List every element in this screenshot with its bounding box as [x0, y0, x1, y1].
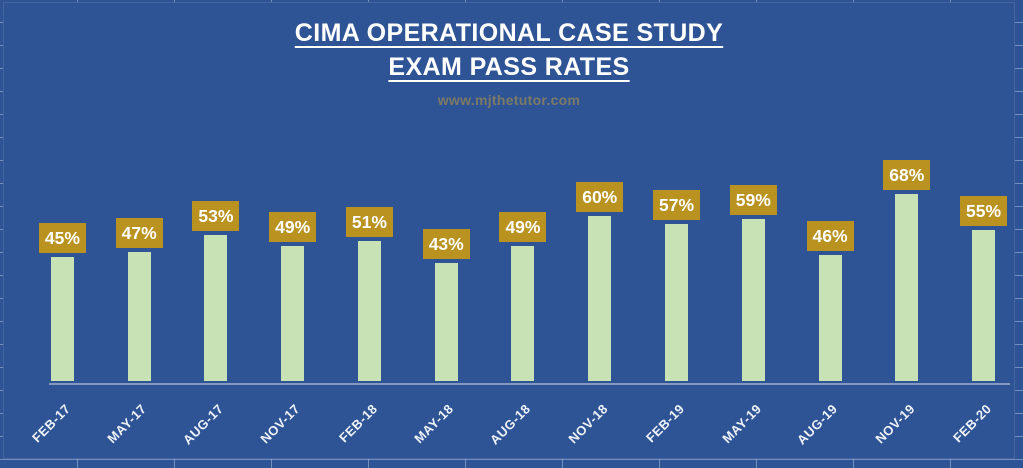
bar-data-label: 53%	[192, 201, 240, 232]
x-axis-line	[49, 383, 1010, 385]
bar	[741, 218, 765, 381]
bar-data-label: 60%	[576, 182, 624, 212]
category-slot: MAY-17	[101, 387, 178, 457]
bars-row: 45% 47% 53% 49% 51% 43% 49% 60% 57% 59% 46% 68% 55%	[24, 160, 1022, 381]
bar-group: 47%	[101, 181, 178, 381]
bar	[511, 246, 535, 381]
chart-title-line2: EXAM PASS RATES	[388, 53, 630, 81]
bar-data-label: 55%	[960, 195, 1008, 226]
category-label: MAY-19	[718, 401, 764, 447]
plot-area: 45% 47% 53% 49% 51% 43% 49% 60% 57% 59% 46% 68% 55% …	[4, 3, 1014, 458]
category-label: NOV-18	[564, 401, 611, 447]
bar-group: 53%	[178, 181, 255, 381]
bar-group: 57%	[638, 181, 715, 381]
bar-group: 45%	[24, 181, 101, 381]
bar-group: 59%	[715, 181, 792, 381]
bar	[281, 246, 305, 381]
category-label: NOV-19	[871, 401, 918, 447]
bar-data-label: 46%	[806, 220, 854, 251]
category-slot: AUG-18	[485, 387, 562, 457]
bar	[127, 251, 151, 381]
bar-data-label: 43%	[422, 228, 470, 259]
bar-group: 49%	[254, 181, 331, 381]
category-slot: FEB-20	[945, 387, 1022, 457]
category-slot: AUG-19	[792, 387, 869, 457]
bar	[588, 216, 612, 381]
bar	[818, 254, 842, 381]
chart-title-line1: CIMA OPERATIONAL CASE STUDY	[294, 19, 724, 47]
category-slot: MAY-18	[408, 387, 485, 457]
bar-data-label: 49%	[499, 212, 547, 243]
category-slot: FEB-17	[24, 387, 101, 457]
category-label: AUG-19	[794, 401, 841, 448]
chart-title: CIMA OPERATIONAL CASE STUDY EXAM PASS RA…	[4, 16, 1014, 84]
category-slot: MAY-19	[715, 387, 792, 457]
category-slot: NOV-17	[254, 387, 331, 457]
bar	[434, 262, 458, 381]
bar-data-label: 68%	[883, 160, 931, 190]
category-label: AUG-18	[487, 401, 534, 448]
category-slot: FEB-18	[331, 387, 408, 457]
bar	[357, 240, 381, 381]
category-slot: AUG-17	[178, 387, 255, 457]
category-label: NOV-17	[257, 401, 304, 447]
bar-data-label: 49%	[269, 212, 317, 243]
bar-group: 51%	[331, 181, 408, 381]
category-slot: NOV-18	[561, 387, 638, 457]
bar	[204, 235, 228, 381]
bar-data-label: 45%	[38, 223, 86, 254]
x-axis-category-labels: FEB-17 MAY-17 AUG-17 NOV-17 FEB-18 MAY-18 AUG-…	[24, 387, 1022, 457]
category-label: FEB-19	[642, 401, 688, 446]
bar-data-label: 47%	[115, 217, 163, 248]
bar-group: 43%	[408, 181, 485, 381]
bar-data-label: 51%	[345, 206, 393, 237]
category-label: FEB-20	[949, 401, 995, 446]
bar-group: 68%	[868, 160, 945, 381]
bar	[50, 257, 74, 381]
category-slot: NOV-19	[868, 387, 945, 457]
category-label: MAY-18	[411, 401, 457, 447]
watermark-text: www.mjthetutor.com	[437, 92, 581, 108]
bar-data-label: 57%	[653, 190, 700, 221]
bar-group: 60%	[561, 181, 638, 381]
category-label: AUG-17	[180, 401, 227, 448]
bar-group: 49%	[485, 181, 562, 381]
bar-group: 55%	[945, 181, 1022, 381]
category-label: FEB-18	[335, 401, 381, 446]
category-label: MAY-17	[104, 401, 150, 447]
category-slot: FEB-19	[638, 387, 715, 457]
bar	[972, 229, 996, 381]
category-label: FEB-17	[28, 401, 73, 446]
chart-object[interactable]: CIMA OPERATIONAL CASE STUDY EXAM PASS RA…	[3, 2, 1015, 459]
bar-data-label: 59%	[729, 184, 777, 215]
bar	[895, 194, 919, 381]
bar	[665, 224, 688, 381]
bar-group: 46%	[792, 181, 869, 381]
